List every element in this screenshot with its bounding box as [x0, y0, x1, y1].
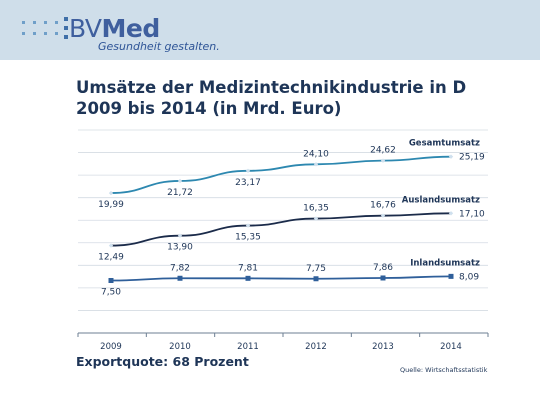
chart-title: Umsätze der Medizintechnikindustrie in D…	[76, 77, 466, 119]
data-label: 15,35	[235, 233, 261, 243]
data-label: 19,99	[98, 200, 124, 210]
data-label: 7,75	[306, 264, 326, 274]
data-label: 7,82	[170, 263, 190, 273]
logo-text-bold: Med	[101, 14, 160, 43]
data-label: 13,90	[167, 243, 193, 253]
data-label: 16,35	[303, 204, 329, 214]
series-label-total: Gesamtumsatz	[409, 139, 480, 149]
series-line-domestic	[110, 275, 452, 282]
data-label: 7,50	[101, 288, 121, 298]
data-point	[177, 178, 183, 184]
data-point	[380, 213, 386, 218]
data-label: 7,81	[238, 263, 258, 273]
data-point	[177, 275, 183, 281]
series-line-total	[110, 155, 452, 194]
data-point	[380, 158, 386, 163]
data-label: 25,19	[459, 153, 485, 163]
brand-header: BVMed Gesundheit gestalten.	[0, 0, 540, 60]
data-point	[380, 275, 386, 281]
logo-dots-icon	[22, 17, 68, 39]
data-label: 16,76	[370, 201, 396, 211]
x-tick-label: 2009	[100, 342, 122, 352]
plot-area	[78, 130, 488, 333]
data-point	[108, 243, 114, 248]
logo-text-regular: BV	[69, 14, 102, 43]
data-label: 24,62	[370, 146, 396, 156]
data-label: 24,10	[303, 149, 329, 159]
data-label: 21,72	[167, 188, 193, 198]
brand-logo: BVMed	[69, 14, 160, 43]
data-point	[177, 233, 183, 238]
export-quota-note: Exportquote: 68 Prozent	[76, 354, 249, 369]
series-label-domestic: Inlandsumsatz	[410, 258, 480, 268]
chart-title-line-1: Umsätze der Medizintechnikindustrie in D	[76, 78, 467, 97]
chart-title-line-2: 2009 bis 2014 (in Mrd. Euro)	[76, 99, 342, 118]
data-point	[245, 223, 251, 228]
data-label: 17,10	[459, 209, 485, 219]
x-tick-label: 2014	[440, 342, 462, 352]
x-tick-label: 2011	[237, 342, 259, 352]
data-point	[313, 276, 319, 282]
data-point	[448, 154, 454, 159]
data-point	[448, 273, 454, 279]
data-label: 12,49	[98, 253, 124, 263]
x-tick-label: 2010	[169, 342, 191, 352]
data-point	[313, 162, 319, 167]
series-label-export: Auslandsumsatz	[402, 195, 480, 205]
series-line-export	[110, 212, 452, 247]
data-point	[245, 275, 251, 281]
x-tick-label: 2013	[372, 342, 394, 352]
data-point	[313, 216, 319, 221]
data-label: 8,09	[459, 272, 479, 282]
source-note: Quelle: Wirtschaftsstatistik	[400, 366, 488, 374]
data-label: 7,86	[373, 263, 393, 273]
data-label: 23,17	[235, 178, 261, 188]
x-tick-label: 2012	[305, 342, 327, 352]
data-point	[108, 278, 114, 283]
data-point	[245, 168, 251, 174]
data-point	[108, 190, 114, 196]
brand-tagline: Gesundheit gestalten.	[98, 40, 220, 53]
data-point	[448, 211, 454, 216]
